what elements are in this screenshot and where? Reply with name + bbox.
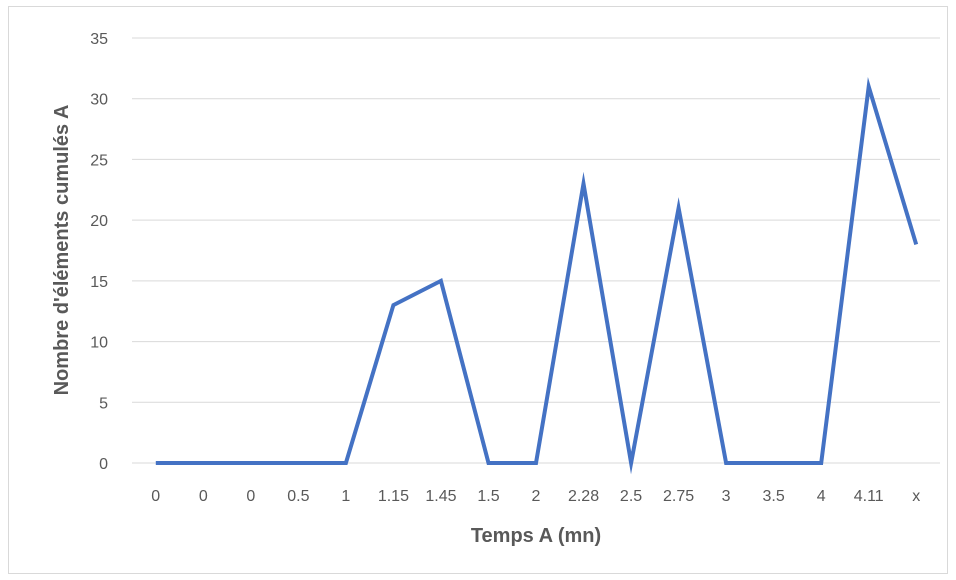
x-tick-label: 2: [532, 488, 541, 505]
x-axis-title: Temps A (mn): [471, 525, 601, 547]
x-tick-label: 1: [341, 488, 350, 505]
x-tick-label: 3: [722, 488, 731, 505]
x-tick-label: 2.5: [620, 488, 642, 505]
y-tick-label: 15: [90, 274, 108, 291]
x-tick-label: 2.75: [663, 488, 694, 505]
y-tick-label: 20: [90, 213, 108, 230]
y-tick-label: 10: [90, 335, 108, 352]
y-tick-label: 25: [90, 152, 108, 169]
x-tick-label: 0: [151, 488, 160, 505]
x-tick-label: 3.5: [763, 488, 785, 505]
x-tick-label: 0: [199, 488, 208, 505]
x-tick-label: 0: [246, 488, 255, 505]
y-tick-label: 0: [99, 456, 108, 473]
x-tick-label: 0.5: [287, 488, 309, 505]
y-axis-title: Nombre d'éléments cumulés A: [51, 105, 73, 396]
series-layer: [155, 76, 919, 475]
y-axis-tick-labels: 0 5 10 15 20 25 30 35: [90, 31, 108, 473]
chart-frame: [8, 6, 948, 574]
series-line-0: [155, 76, 919, 475]
x-tick-label: 4.11: [854, 488, 884, 505]
x-tick-label: 1.15: [378, 488, 409, 505]
x-tick-label: x: [912, 488, 920, 505]
gridlines: [132, 37, 940, 464]
x-tick-label: 2.28: [568, 488, 599, 505]
x-tick-label: 1.45: [425, 488, 456, 505]
x-tick-label: 1.5: [477, 488, 499, 505]
y-tick-label: 5: [99, 395, 108, 412]
x-axis-tick-labels: 0 0 0 0.5 1 1.15 1.45 1.5 2 2.28 2.5 2.75 3 3.5 4 4.11 x: [151, 488, 920, 505]
y-tick-label: 35: [90, 31, 108, 48]
y-tick-label: 30: [90, 92, 108, 109]
x-tick-label: 4: [817, 488, 826, 505]
